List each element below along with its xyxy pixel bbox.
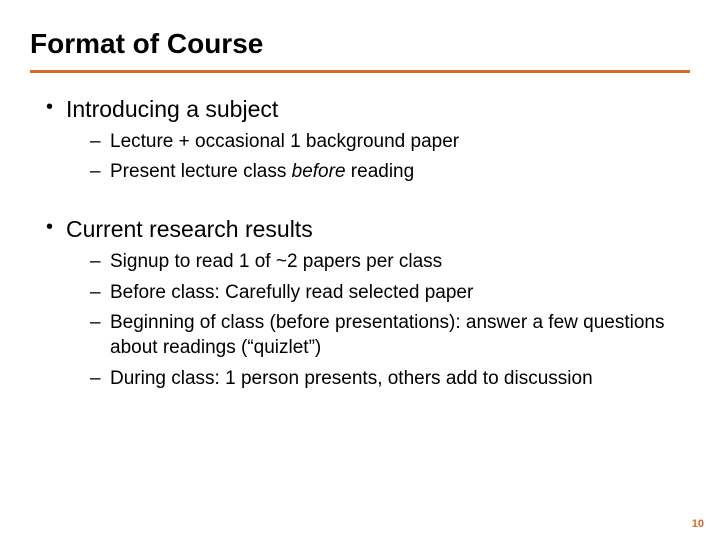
bullet-item: Introducing a subject <box>46 95 690 124</box>
sub-bullet-item: During class: 1 person presents, others … <box>90 367 690 392</box>
page-number: 10 <box>692 518 704 530</box>
sub-text: During class: 1 person presents, others … <box>110 368 593 389</box>
divider <box>30 70 690 73</box>
sub-list: Lecture + occasional 1 background paper … <box>46 130 690 185</box>
sub-text-italic: before <box>292 161 346 182</box>
sub-text-post: reading <box>346 161 415 182</box>
sub-bullet-item: Present lecture class before reading <box>90 160 690 185</box>
sub-text: Before class: Carefully read selected pa… <box>110 282 473 303</box>
sub-text: Beginning of class (before presentations… <box>110 312 664 358</box>
sub-text: Lecture + occasional 1 background paper <box>110 131 459 152</box>
slide-title: Format of Course <box>30 28 690 60</box>
sub-bullet-item: Signup to read 1 of ~2 papers per class <box>90 250 690 275</box>
sub-list: Signup to read 1 of ~2 papers per class … <box>46 250 690 391</box>
content-area: Introducing a subject Lecture + occasion… <box>30 95 690 391</box>
sub-bullet-item: Beginning of class (before presentations… <box>90 311 690 360</box>
sub-text-pre: Present lecture class <box>110 161 292 182</box>
sub-text: Signup to read 1 of ~2 papers per class <box>110 251 442 272</box>
bullet-item: Current research results <box>46 215 690 244</box>
slide: Format of Course Introducing a subject L… <box>0 0 720 540</box>
sub-bullet-item: Before class: Carefully read selected pa… <box>90 281 690 306</box>
sub-bullet-item: Lecture + occasional 1 background paper <box>90 130 690 155</box>
